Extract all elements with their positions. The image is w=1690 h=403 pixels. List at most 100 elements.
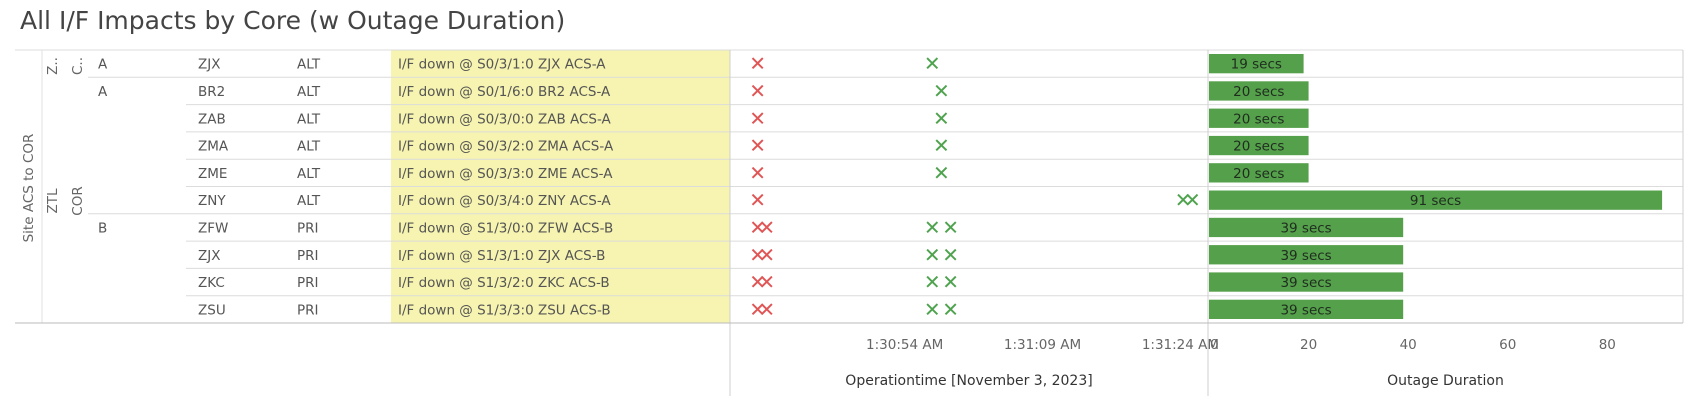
down-event-mark: ✕ [749, 161, 766, 185]
role-cell: ALT [297, 166, 321, 182]
duration-bar [1209, 135, 1309, 156]
site-cell: BR2 [198, 84, 225, 100]
down-event-mark: ✕ [749, 106, 766, 130]
duration-bar [1209, 299, 1404, 319]
up-event-mark: ✕ [942, 297, 959, 321]
duration-tick-label: 80 [1599, 337, 1616, 353]
up-event-mark: ✕ [942, 215, 959, 239]
role-cell: ALT [297, 193, 321, 209]
site-cell: ZFW [198, 220, 228, 236]
time-tick-label: 1:31:09 AM [1004, 337, 1081, 353]
site-cell: ZME [198, 166, 227, 182]
duration-bar-label: 20 secs [1233, 139, 1284, 155]
up-event-mark: ✕ [924, 52, 941, 76]
site-cell: ZJX [198, 57, 220, 73]
down-event-mark: ✕ [749, 79, 766, 103]
core-header-first: Z.. [45, 57, 61, 75]
side-cell: B [98, 220, 107, 236]
up-event-mark: ✕ [924, 297, 941, 321]
axes: 1:30:54 AM 1:31:09 AM 1:31:24 AM Operationt… [845, 337, 1616, 389]
site-cell: ZSU [198, 302, 226, 318]
event-cell: I/F down @ S0/3/2:0 ZMA ACS-A [398, 139, 614, 155]
site-cell: ZNY [198, 193, 226, 209]
role-cell: ALT [297, 111, 321, 127]
event-cell: I/F down @ S1/3/1:0 ZJX ACS-B [398, 248, 605, 264]
event-cell: I/F down @ S0/3/1:0 ZJX ACS-A [398, 57, 606, 73]
up-event-mark: ✕ [1184, 188, 1201, 212]
row-gridlines [15, 49, 1684, 396]
up-event-mark: ✕ [933, 134, 950, 158]
duration-bar-label: 20 secs [1233, 166, 1284, 182]
role-cell: ALT [297, 57, 321, 73]
up-event-mark: ✕ [933, 106, 950, 130]
role-cell: PRI [297, 302, 319, 318]
duration-tick-label: 0 [1210, 337, 1219, 353]
duration-axis-title: Outage Duration [1387, 373, 1504, 389]
event-cell: I/F down @ S0/3/4:0 ZNY ACS-A [398, 193, 611, 209]
type-header-rest: COR [70, 186, 86, 215]
event-cell: I/F down @ S0/3/0:0 ZAB ACS-A [398, 111, 612, 127]
up-event-mark: ✕ [942, 243, 959, 267]
duration-bar-label: 20 secs [1233, 111, 1284, 127]
event-cell: I/F down @ S0/1/6:0 BR2 ACS-A [398, 84, 611, 100]
up-event-mark: ✕ [933, 79, 950, 103]
time-tick-label: 1:30:54 AM [866, 337, 943, 353]
role-cell: ALT [297, 84, 321, 100]
duration-bar [1209, 217, 1404, 238]
role-cell: PRI [297, 220, 319, 236]
duration-bar [1209, 272, 1404, 292]
event-cell: I/F down @ S0/3/3:0 ZME ACS-A [398, 166, 613, 182]
down-event-mark: ✕ [758, 297, 775, 321]
event-cell: I/F down @ S1/3/2:0 ZKC ACS-B [398, 275, 610, 291]
duration-tick-label: 20 [1300, 337, 1317, 353]
up-event-mark: ✕ [924, 270, 941, 294]
site-cell: ZKC [198, 275, 225, 291]
up-event-mark: ✕ [924, 243, 941, 267]
time-axis-title: Operationtime [November 3, 2023] [845, 373, 1092, 389]
type-header-first: C.. [70, 57, 86, 75]
duration-bar [1209, 163, 1309, 183]
down-event-mark: ✕ [758, 215, 775, 239]
table-cells: A ZJX ALT I/F down @ S0/3/1:0 ZJX ACS-A A BR2… [98, 57, 614, 319]
down-event-mark: ✕ [749, 134, 766, 158]
site-cell: ZJX [198, 248, 220, 264]
duration-bar-label: 20 secs [1233, 84, 1284, 100]
role-cell: PRI [297, 248, 319, 264]
site-header: Site ACS to COR [21, 134, 37, 243]
down-event-mark: ✕ [749, 243, 766, 267]
down-event-mark: ✕ [749, 52, 766, 76]
duration-bar [1209, 54, 1304, 74]
event-cell: I/F down @ S1/3/0:0 ZFW ACS-B [398, 220, 613, 236]
duration-tick-label: 60 [1499, 337, 1516, 353]
up-event-mark: ✕ [942, 270, 959, 294]
down-event-mark: ✕ [749, 297, 766, 321]
down-event-mark: ✕ [758, 243, 775, 267]
down-event-mark: ✕ [758, 270, 775, 294]
site-cell: ZMA [198, 139, 229, 155]
duration-bar-label: 39 secs [1280, 220, 1331, 236]
core-header-rest: ZTL [45, 188, 61, 213]
time-tick-label: 1:31:24 AM [1142, 337, 1219, 353]
row-headers: Site ACS to COR Z.. ZTL C.. COR [21, 57, 86, 242]
duration-bar [1209, 81, 1309, 101]
up-event-mark: ✕ [924, 215, 941, 239]
role-cell: ALT [297, 139, 321, 155]
event-cell: I/F down @ S1/3/3:0 ZSU ACS-B [398, 302, 611, 318]
side-cell: A [98, 57, 108, 73]
side-cell: A [98, 84, 108, 100]
duration-bar-label: 91 secs [1410, 193, 1461, 209]
up-event-mark: ✕ [1175, 188, 1192, 212]
duration-bars: 19 secs 20 secs 20 secs 20 secs 20 secs 91 se… [1209, 54, 1663, 319]
duration-bar [1209, 190, 1663, 210]
duration-bar-label: 39 secs [1280, 275, 1331, 291]
up-event-mark: ✕ [933, 161, 950, 185]
site-cell: ZAB [198, 111, 226, 127]
down-event-mark: ✕ [749, 215, 766, 239]
duration-tick-label: 40 [1400, 337, 1417, 353]
page-title: All I/F Impacts by Core (w Outage Durati… [20, 6, 566, 35]
role-cell: PRI [297, 275, 319, 291]
down-event-mark: ✕ [749, 270, 766, 294]
down-event-mark: ✕ [749, 188, 766, 212]
time-marks: ✕✕✕✕✕✕✕✕✕✕✕✕✕✕✕✕✕✕✕✕✕✕ ✕✕ ✕✕ ✕✕ ✕ [749, 52, 1201, 322]
